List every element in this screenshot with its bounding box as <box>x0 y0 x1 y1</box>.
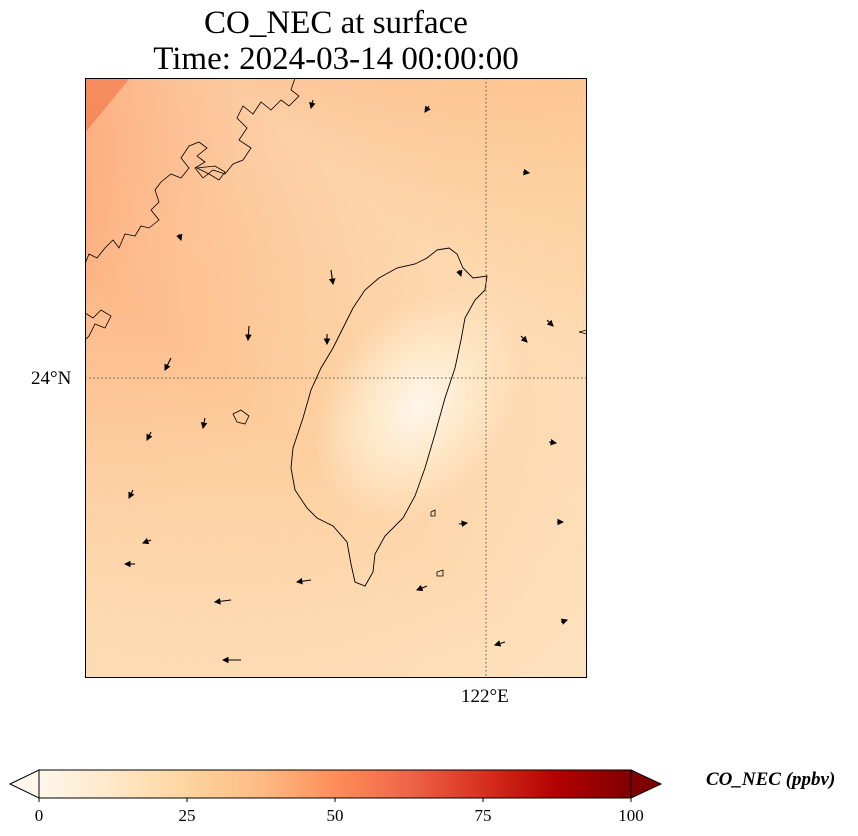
wind-vector <box>560 618 569 625</box>
map-frame <box>85 78 587 678</box>
wind-vector <box>164 357 172 371</box>
wind-vector <box>141 537 152 545</box>
mainland-coastline <box>85 78 300 265</box>
colorbar-tick-label: 75 <box>474 806 492 825</box>
co-concentration-map <box>85 78 587 678</box>
wind-vector <box>522 168 531 176</box>
wind-vector <box>456 269 463 278</box>
wind-vector <box>146 431 153 441</box>
wind-vectors <box>123 99 569 664</box>
wind-vector <box>295 577 312 585</box>
colorbar-ticks <box>38 798 632 802</box>
wind-vector <box>520 335 528 343</box>
colorbar-label: CO_NEC (ppbv) <box>706 769 836 790</box>
wind-vector <box>415 584 428 592</box>
high-concentration-corner <box>85 78 130 133</box>
orchid-island <box>436 569 444 577</box>
wind-vector <box>128 489 135 499</box>
colorbar-high-extend <box>630 769 663 799</box>
mainland-coastline-2 <box>85 309 112 341</box>
wind-vector <box>548 438 558 446</box>
wind-vector <box>493 640 506 647</box>
colorbar-low-extend <box>8 769 40 799</box>
colorbar-gradient <box>38 769 632 799</box>
wind-vector <box>309 99 316 110</box>
taiwan-coastline <box>290 247 488 587</box>
longitude-label: 122°E <box>461 686 509 707</box>
map-title-line1: CO_NEC at surface <box>204 5 468 41</box>
wind-vector <box>200 417 208 430</box>
wind-vector <box>458 520 469 527</box>
colorbar-tick-label: 100 <box>618 806 644 825</box>
island-penghu <box>232 409 250 425</box>
island-haitan <box>195 165 226 181</box>
colorbar-tick-label: 25 <box>178 806 196 825</box>
wind-vector <box>328 269 336 286</box>
green-island <box>430 509 436 517</box>
wind-vector <box>424 105 431 113</box>
wind-vector <box>176 233 183 242</box>
colorbar <box>8 769 663 802</box>
latitude-label: 24°N <box>31 368 72 389</box>
wind-vector <box>213 598 232 605</box>
wind-vector <box>546 319 554 327</box>
low-concentration-area <box>217 220 543 586</box>
wind-vector <box>245 325 252 342</box>
colorbar-tick-label: 0 <box>34 806 44 825</box>
east-coast-islet <box>578 329 587 335</box>
map-title-line2: Time: 2024-03-14 00:00:00 <box>153 41 519 77</box>
colorbar-tick-label: 50 <box>326 806 344 825</box>
